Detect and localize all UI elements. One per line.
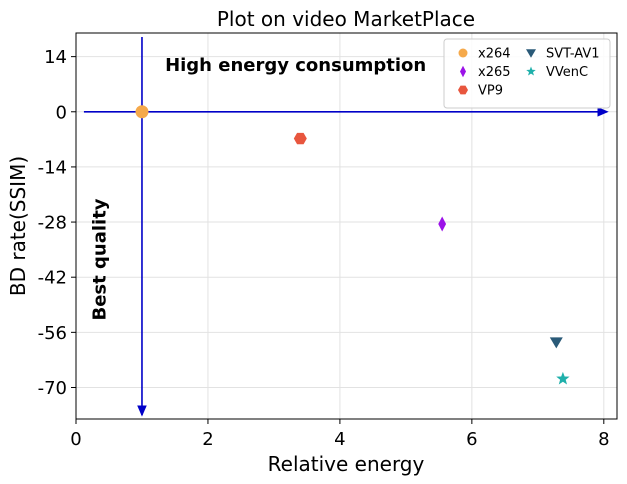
legend-marker-svt-av1 [526,49,536,58]
y-tick-label: 0 [56,102,67,123]
data-point-x265 [438,216,447,232]
data-points [135,105,570,385]
legend-box [443,38,611,109]
data-point-vvenc [556,371,570,385]
legend-marker-vp9 [458,85,468,95]
x-tick-label: 8 [598,429,609,450]
legend-label: VP9 [478,84,503,99]
annotation-label: High energy consumption [165,55,426,76]
legend-label: x265 [478,65,511,80]
data-point-vp9 [293,132,307,145]
y-tick-label: -70 [38,378,67,399]
y-tick-label: -56 [38,323,67,344]
x-tick-label: 2 [202,429,213,450]
data-point-x264 [135,105,149,119]
annotations: High energy consumption Best quality [90,55,427,320]
y-tick-label: 14 [44,47,67,68]
y-tick-label: -14 [38,157,67,178]
y-axis-label: BD rate(SSIM) [6,156,30,296]
arrows [83,36,609,417]
legend-label: VVenC [546,65,588,80]
legend: x264 x265 VP9 SVT-AV1 VVenC [443,38,611,109]
axis-ticks: 0 2 4 6 8 14 0 -14 -28 -42 -56 -70 [38,47,610,450]
legend-marker-x264 [458,48,468,58]
x-tick-label: 6 [466,429,477,450]
x-axis-label: Relative energy [268,452,425,476]
x-tick-label: 0 [70,429,81,450]
data-point-svt-av1 [549,337,563,349]
legend-marker-vvenc [526,66,536,76]
chart-title: Plot on video MarketPlace [217,7,475,31]
legend-label: x264 [478,47,511,62]
plot-area [75,32,618,420]
y-tick-label: -28 [38,213,67,234]
legend-label: SVT-AV1 [546,47,600,62]
annotation-label: Best quality [90,198,111,320]
x-tick-label: 4 [334,429,345,450]
legend-marker-x265 [460,65,466,78]
y-tick-label: -42 [38,268,67,289]
